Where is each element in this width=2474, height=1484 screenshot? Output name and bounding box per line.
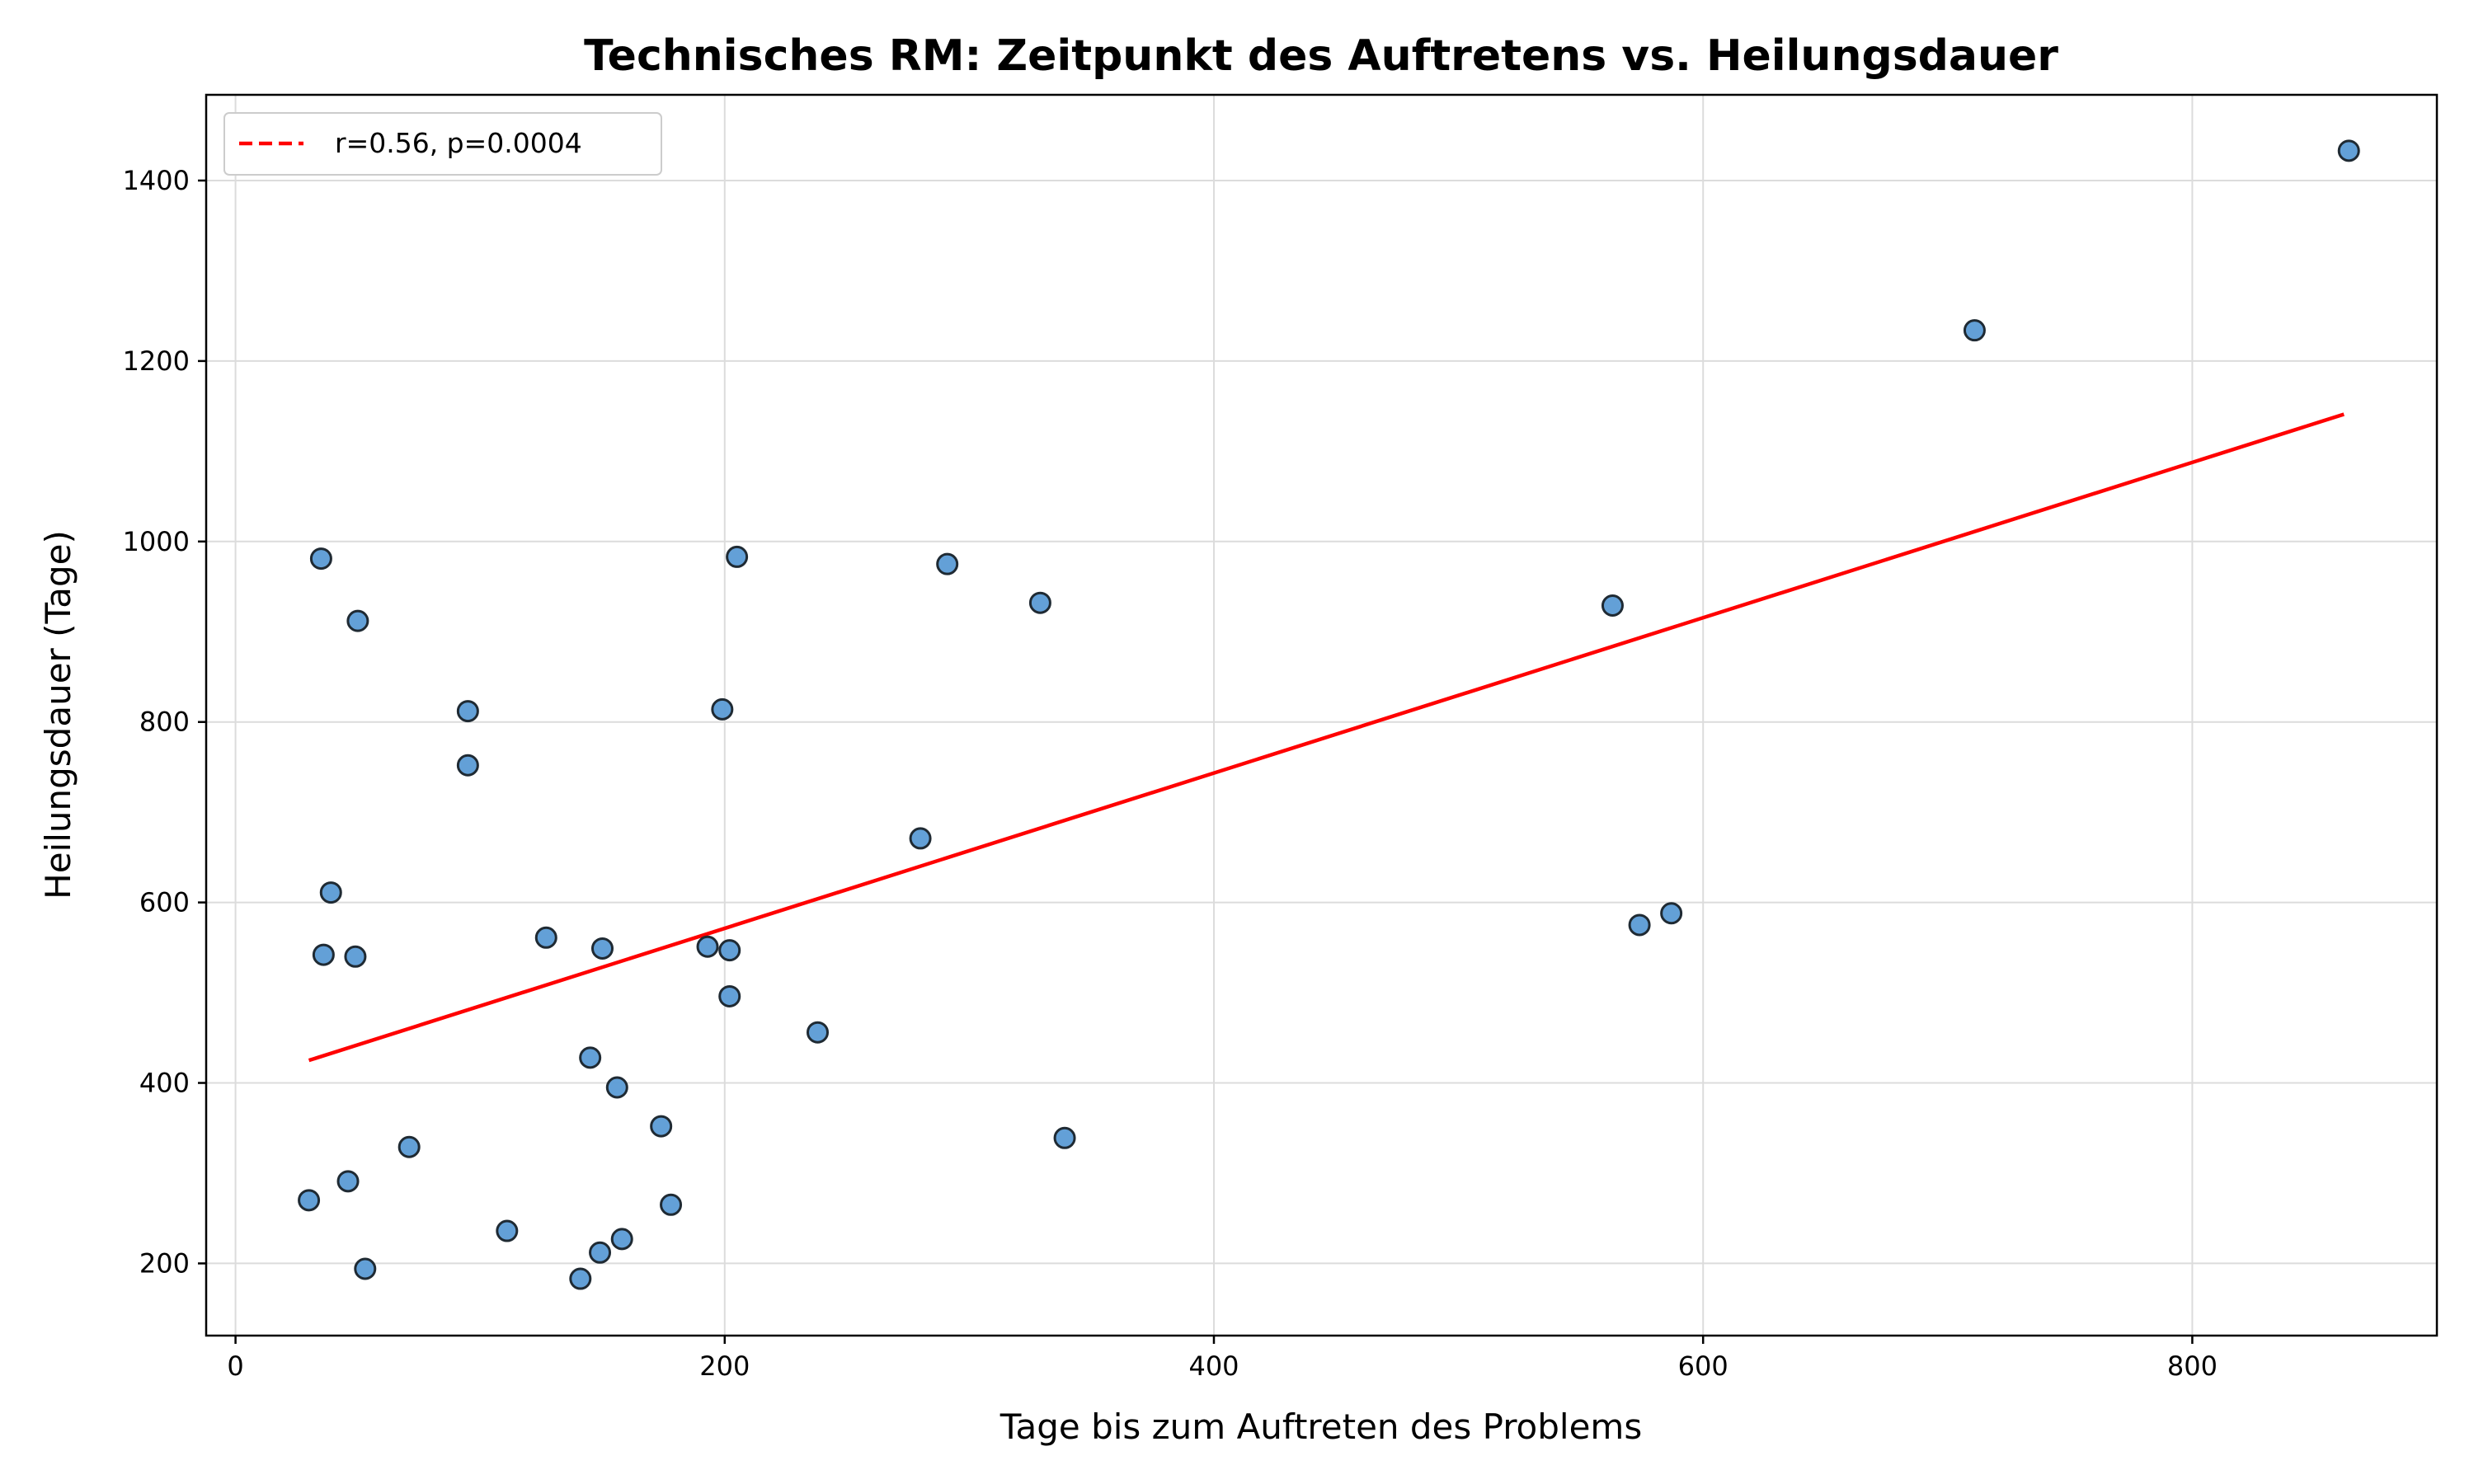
data-point: [354, 1257, 377, 1280]
legend: r=0.56, p=0.0004: [223, 112, 662, 176]
data-point: [456, 700, 479, 723]
data-point: [579, 1046, 602, 1069]
data-point: [298, 1189, 321, 1212]
data-point: [590, 937, 614, 960]
data-point: [344, 945, 367, 968]
data-point: [309, 547, 332, 571]
data-point: [1628, 913, 1651, 937]
data-point: [319, 881, 342, 904]
data-point: [650, 1115, 673, 1138]
chart-title: Technisches RM: Zeitpunkt des Auftretens…: [584, 31, 2058, 81]
data-point: [718, 939, 741, 962]
data-point: [726, 545, 749, 568]
data-point: [456, 754, 479, 777]
x-tick-label: 800: [2167, 1350, 2218, 1382]
data-point: [534, 926, 557, 949]
data-point: [496, 1219, 519, 1242]
data-point: [1660, 902, 1683, 925]
y-tick-label: 400: [139, 1068, 190, 1099]
data-point: [807, 1021, 830, 1044]
data-point: [1601, 594, 1624, 618]
grid-lines: [206, 95, 2437, 1336]
x-tick-label: 400: [1188, 1350, 1239, 1382]
data-point: [660, 1193, 683, 1216]
legend-label: r=0.56, p=0.0004: [335, 127, 582, 159]
y-tick-label: 1200: [123, 345, 190, 377]
data-point: [589, 1241, 612, 1264]
data-point: [569, 1267, 592, 1290]
data-point: [610, 1228, 633, 1251]
data-point: [936, 552, 959, 575]
data-point: [605, 1076, 628, 1099]
data-point: [397, 1135, 421, 1158]
x-tick-label: 600: [1678, 1350, 1729, 1382]
y-axis-title: Heilungsdauer (Tage): [38, 530, 78, 899]
data-point: [336, 1170, 360, 1193]
plot-frame: [205, 93, 2439, 1337]
x-tick-label: 0: [227, 1350, 243, 1382]
trend-line-group: [308, 412, 2345, 1063]
x-tick-label: 200: [699, 1350, 750, 1382]
axis-ticks: 0 200 400 600 800 200 400 600 800 1000 1200 1400: [123, 165, 2218, 1382]
data-point: [718, 984, 741, 1007]
data-point: [312, 943, 335, 966]
y-tick-label: 200: [139, 1247, 190, 1279]
y-tick-label: 1000: [123, 526, 190, 557]
data-point: [346, 609, 369, 632]
data-point: [1053, 1126, 1076, 1149]
data-point: [1028, 591, 1051, 614]
data-point: [711, 697, 734, 721]
y-tick-label: 600: [139, 887, 190, 918]
data-point: [696, 935, 719, 958]
data-points: [298, 139, 2360, 1290]
data-point: [2337, 139, 2360, 162]
y-tick-label: 800: [139, 707, 190, 738]
legend-box: [223, 112, 662, 176]
x-axis-title: Tage bis zum Auftreten des Problems: [999, 1407, 1642, 1447]
trend-line: [308, 412, 2345, 1063]
y-tick-label: 1400: [123, 165, 190, 196]
data-point: [909, 827, 932, 850]
data-point: [1963, 319, 1986, 342]
